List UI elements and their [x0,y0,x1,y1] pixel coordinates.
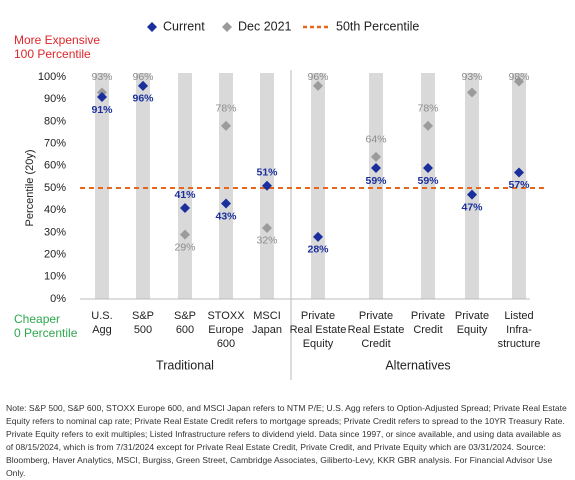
value-label: 96% [132,93,154,105]
value-label: 47% [461,201,483,213]
range-bar [421,73,435,299]
x-tick-label: Credit [413,324,442,336]
y-axis-label: Percentile (20y) [24,149,36,226]
value-label: 93% [461,71,482,83]
value-label: 32% [256,235,277,247]
y-tick-label: 20% [44,249,66,261]
dec2021-marker [371,151,381,162]
y-tick-label: 10% [44,271,66,283]
group-label: Traditional [156,358,214,372]
cheap-note: 0 Percentile [14,326,78,340]
x-tick-label: S&P [132,310,154,322]
x-tick-label: Private [359,310,393,322]
value-label: 43% [215,210,237,222]
x-tick-label: 600 [176,324,194,336]
legend-marker [147,22,157,32]
x-tick-label: Listed [504,310,533,322]
x-tick-label: Japan [252,324,282,336]
value-label: 59% [417,175,439,187]
current-marker [138,80,148,91]
x-tick-label: Europe [208,324,243,336]
page: {"chart_data":{"type":"dot","ylabel":"Pe… [6,19,567,478]
value-label: 64% [365,134,386,146]
range-bar [512,73,526,299]
y-tick-label: 40% [44,204,66,216]
value-label: 78% [215,103,236,115]
value-label: 51% [256,167,278,179]
legend-label: 50th Percentile [336,19,419,33]
legend-label: Dec 2021 [238,19,292,33]
x-tick-label: Private [455,310,489,322]
value-label: 59% [365,175,387,187]
value-label: 93% [91,71,112,83]
range-bar [219,73,233,299]
value-label: 57% [508,179,530,191]
legend-marker [222,22,232,32]
range-bar [95,73,109,299]
value-label: 96% [132,71,153,83]
value-label: 96% [307,71,328,83]
x-tick-label: Equity [303,338,334,350]
current-marker [514,167,524,178]
legend-label: Current [163,19,205,33]
range-bar [311,73,325,299]
group-label: Alternatives [385,358,450,372]
cheap-note: Cheaper [14,312,60,326]
expensive-note: 100 Percentile [14,47,91,61]
x-tick-label: Equity [457,324,488,336]
x-tick-label: Real Estate [290,324,347,336]
x-tick-label: 500 [134,324,152,336]
current-marker [313,231,323,242]
current-marker [262,180,272,191]
current-marker [423,163,433,174]
x-tick-label: 600 [217,338,235,350]
x-tick-label: S&P [174,310,196,322]
dec2021-marker [221,120,231,131]
value-label: 91% [91,104,113,116]
current-marker [371,163,381,174]
y-tick-label: 70% [44,138,66,150]
x-tick-label: structure [498,338,541,350]
value-label: 29% [174,241,195,253]
range-bar [178,73,192,299]
y-tick-label: 80% [44,115,66,127]
dec2021-marker [313,80,323,91]
x-tick-label: Agg [92,324,112,336]
x-tick-label: Real Estate [348,324,405,336]
dec2021-marker [262,222,272,233]
value-label: 98% [508,71,529,83]
current-marker [221,198,231,209]
dec2021-marker [423,120,433,131]
y-tick-label: 60% [44,160,66,172]
range-bar [369,73,383,299]
x-tick-label: STOXX [207,310,245,322]
y-tick-label: 90% [44,93,66,105]
x-tick-label: MSCI [253,310,281,322]
dec2021-marker [514,76,524,87]
value-label: 78% [417,103,438,115]
x-tick-label: Private [411,310,445,322]
x-tick-label: Credit [361,338,390,350]
range-bar [465,73,479,299]
footnote: Note: S&P 500, S&P 600, STOXX Europe 600… [6,403,567,478]
dec2021-marker [467,87,477,98]
x-tick-label: Private [301,310,335,322]
range-bar [136,73,150,299]
y-tick-label: 0% [50,293,66,305]
dec2021-marker [180,229,190,240]
x-tick-label: Infra- [506,324,532,336]
y-tick-label: 30% [44,226,66,238]
expensive-note: More Expensive [14,33,100,47]
x-tick-label: U.S. [91,310,112,322]
current-marker [467,189,477,200]
current-marker [97,91,107,102]
value-label: 28% [307,244,329,256]
y-tick-label: 50% [44,182,66,194]
value-label: 41% [174,189,196,201]
current-marker [180,202,190,213]
y-tick-label: 100% [38,71,66,83]
